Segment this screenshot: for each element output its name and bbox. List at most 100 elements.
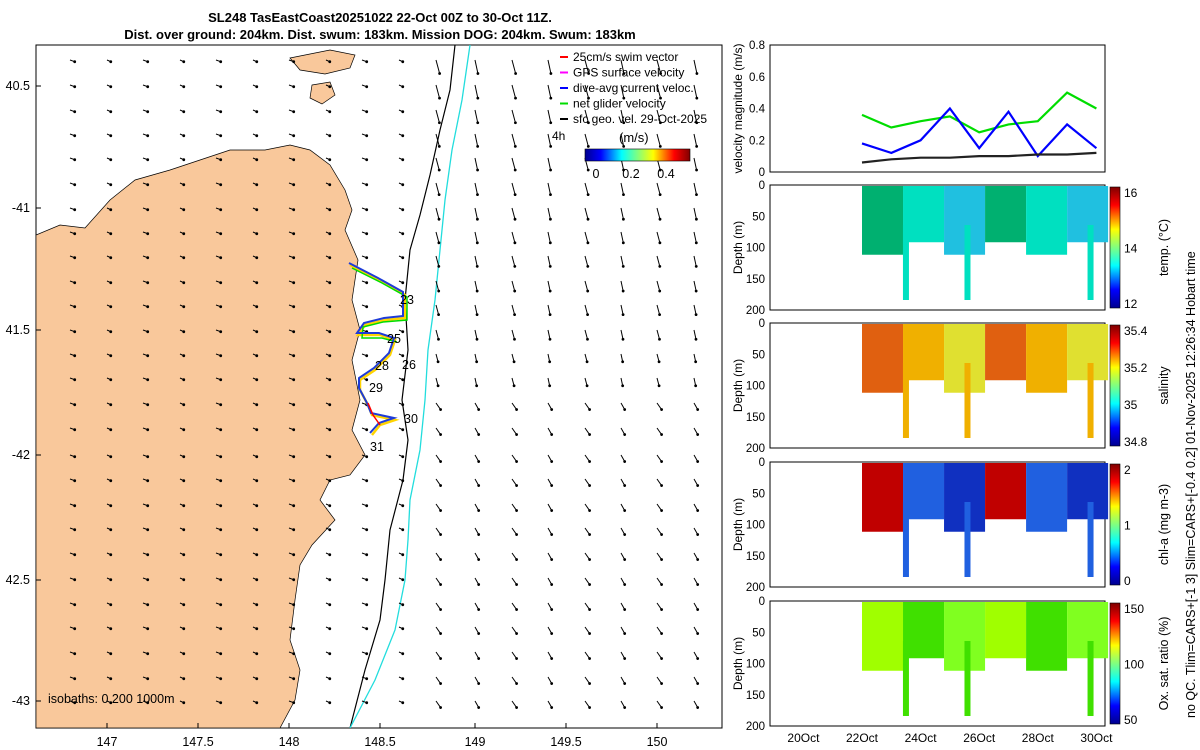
vector-head: [219, 553, 223, 557]
vector-head: [328, 330, 332, 334]
vector-head: [182, 281, 186, 285]
vector-head: [476, 72, 480, 75]
deep-profile: [902, 641, 909, 716]
vector-arrow: [656, 207, 661, 220]
depth-tick: 200: [746, 721, 765, 733]
vector-head: [292, 183, 296, 187]
vector-head: [622, 121, 626, 125]
vector-arrow: [584, 207, 589, 220]
vector-arrow: [435, 59, 441, 74]
vector-arrow: [656, 231, 661, 243]
vector-head: [109, 677, 113, 681]
vector-head: [255, 305, 259, 309]
velocity-vector-field: [69, 59, 700, 709]
vector-head: [365, 578, 369, 582]
vector-arrow: [511, 304, 516, 315]
vector-head: [436, 384, 440, 388]
vector-head: [365, 553, 369, 557]
vector-head: [255, 627, 259, 631]
vector-head: [219, 281, 223, 285]
vector-arrow: [584, 280, 589, 292]
depth-tick: 50: [752, 627, 765, 639]
legend-label: GPS surface velocity: [573, 66, 684, 80]
vector-head: [109, 701, 113, 705]
data-curtain: [1026, 324, 1068, 393]
vector-arrow: [435, 304, 440, 315]
vector-head: [292, 256, 296, 260]
panel-colorbar-tick: 14: [1124, 242, 1138, 256]
vector-head: [182, 158, 186, 162]
vector-head: [550, 509, 554, 512]
vector-head: [182, 232, 186, 236]
vector-head: [73, 479, 77, 483]
vector-head: [146, 701, 150, 705]
data-curtain: [862, 186, 904, 255]
vector-head: [475, 241, 479, 245]
depth-tick: 100: [746, 520, 765, 532]
vector-head: [146, 134, 150, 138]
vector-head: [477, 433, 481, 436]
salinity-panel: 0 50 100 150 200 Depth (m) 34.8 35 35.2 35.4 salin…: [731, 318, 1171, 455]
vector-head: [475, 384, 479, 388]
vector-arrow: [656, 84, 662, 99]
deep-profile: [902, 502, 909, 577]
depth-tick: 150: [746, 551, 765, 563]
vector-head: [109, 208, 113, 212]
vector-head: [219, 701, 223, 705]
vector-head: [255, 504, 259, 508]
vector-head: [146, 256, 150, 260]
vector-head: [586, 313, 589, 317]
depth-tick: 100: [746, 243, 765, 255]
vector-head: [621, 360, 625, 364]
vector-head: [219, 305, 223, 309]
vector-arrow: [511, 255, 516, 267]
vector-arrow: [584, 231, 589, 243]
vector-head: [219, 428, 223, 432]
velocity-series-line: [861, 106, 1098, 158]
panel-colorbar-label: salinity: [1157, 366, 1171, 405]
vector-head: [328, 85, 332, 89]
vector-head: [513, 289, 517, 293]
vector-head: [182, 354, 186, 358]
lon-tick-label: 149.5: [550, 735, 581, 749]
vector-head: [660, 657, 663, 660]
vector-head: [219, 479, 223, 483]
vector-head: [550, 558, 554, 561]
vector-head: [696, 632, 700, 635]
vector-head: [696, 583, 700, 586]
right-panels: 0 0.2 0.4 0.6 0.8 velocity magnitude (m/s) 0 50…: [731, 40, 1171, 745]
vector-arrow: [584, 59, 590, 74]
vector-head: [255, 553, 259, 557]
vector-head: [586, 144, 590, 148]
vector-head: [182, 110, 186, 114]
vector-head: [109, 504, 113, 508]
vector-head: [695, 96, 699, 100]
vector-arrow: [435, 329, 439, 340]
vector-head: [328, 479, 332, 483]
vector-head: [292, 479, 296, 483]
vector-head: [439, 408, 442, 411]
deep-profile: [1087, 641, 1094, 716]
vector-head: [623, 558, 627, 561]
vector-arrow: [511, 133, 516, 147]
legend-4h: 4h: [552, 129, 565, 143]
vector-head: [401, 428, 405, 432]
vector-arrow: [474, 280, 478, 292]
vector-head: [109, 378, 113, 382]
vector-head: [255, 479, 259, 483]
vector-arrow: [511, 109, 516, 123]
vector-head: [182, 134, 186, 138]
vector-head: [146, 627, 150, 631]
vector-head: [365, 305, 369, 309]
depth-tick: 100: [746, 659, 765, 671]
vector-head: [550, 408, 554, 411]
vector-head: [477, 533, 481, 536]
time-tick: 26Oct: [963, 731, 996, 745]
vector-head: [401, 652, 405, 656]
panel-colorbar-tick: 150: [1124, 602, 1144, 616]
vector-head: [328, 256, 332, 260]
panel-colorbar-tick: 100: [1124, 658, 1144, 672]
vector-head: [622, 96, 626, 100]
vector-head: [292, 403, 296, 407]
vector-head: [401, 158, 405, 162]
